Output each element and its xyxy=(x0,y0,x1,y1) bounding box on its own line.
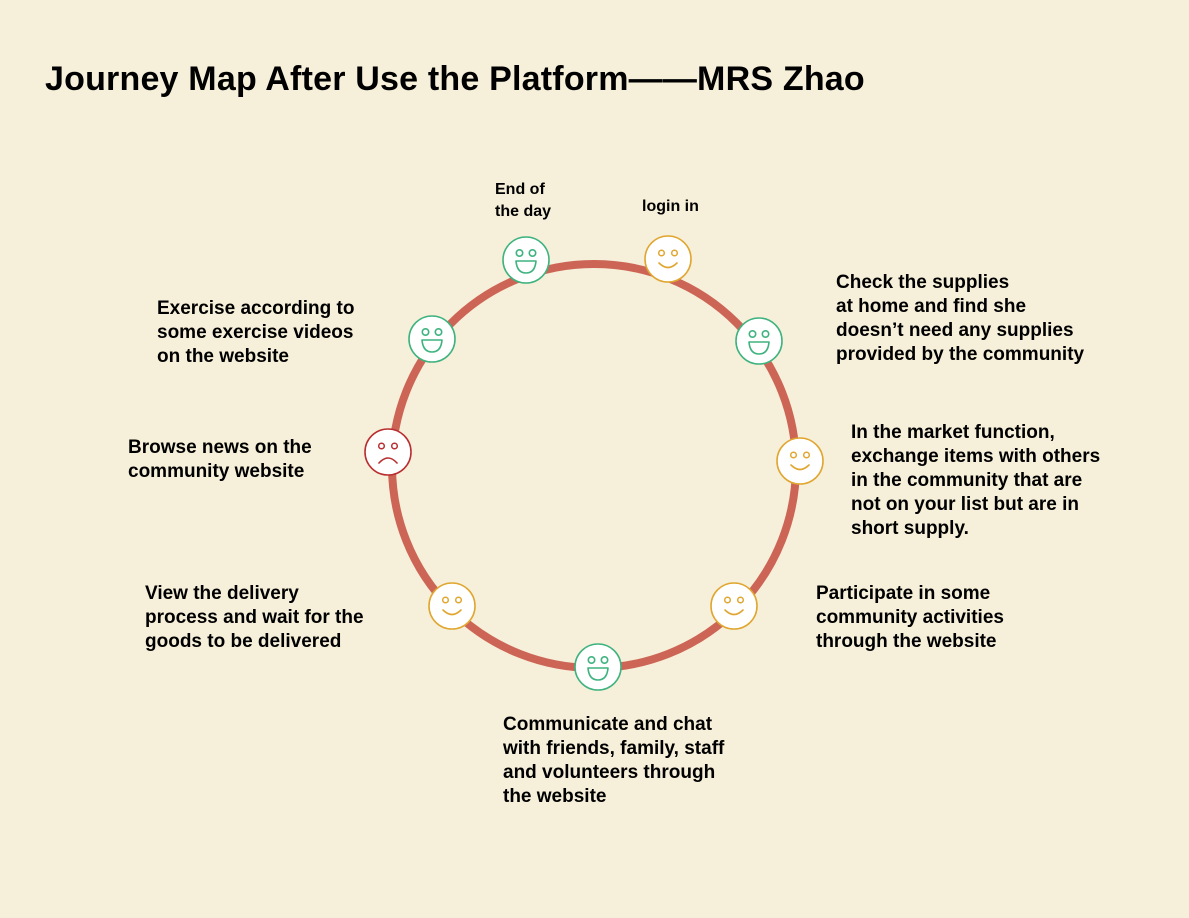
neutral-face-icon xyxy=(776,437,824,485)
step-label-communicate: Communicate and chat with friends, famil… xyxy=(503,714,725,807)
step-label-activities: Participate in some community activities… xyxy=(816,583,1004,652)
happy-face-icon xyxy=(735,317,783,365)
neutral-face-icon xyxy=(644,235,692,283)
step-label-check-supplies: Check the supplies at home and find she … xyxy=(836,272,1085,365)
step-label-delivery: View the delivery process and wait for t… xyxy=(145,583,364,652)
neutral-face-icon xyxy=(710,582,758,630)
step-label-news: Browse news on the community website xyxy=(128,437,312,482)
step-label-market: In the market function, exchange items w… xyxy=(851,422,1101,539)
sad-face-icon xyxy=(364,428,412,476)
step-label-login: login in xyxy=(642,198,699,215)
happy-face-icon xyxy=(574,643,622,691)
happy-face-icon xyxy=(502,236,550,284)
page-title: Journey Map After Use the Platform——MRS … xyxy=(45,60,865,98)
neutral-face-icon xyxy=(428,582,476,630)
step-label-end-of-day: End of the day xyxy=(495,181,552,220)
step-label-exercise: Exercise according to some exercise vide… xyxy=(157,298,355,367)
happy-face-icon xyxy=(408,315,456,363)
